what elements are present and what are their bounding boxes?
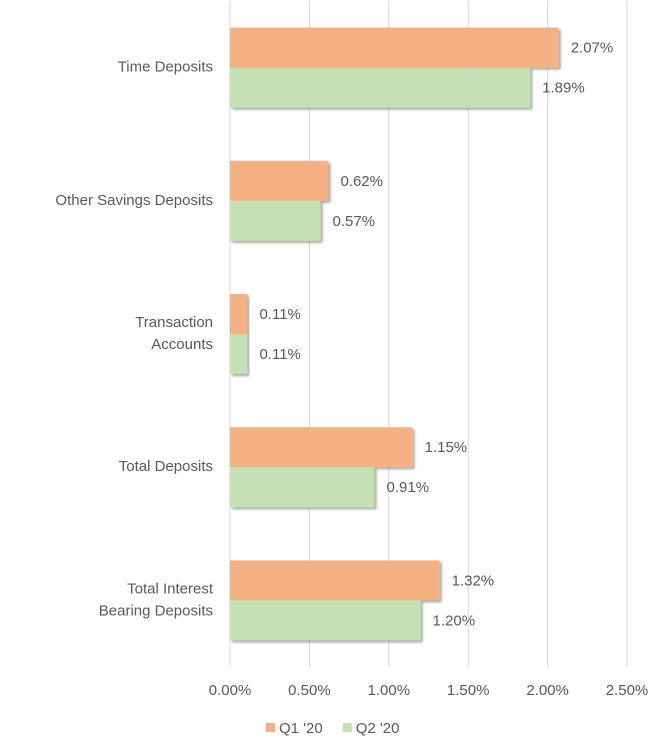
bar: [230, 600, 421, 641]
bar: [230, 27, 559, 68]
legend-label: Q1 '20: [279, 720, 323, 737]
value-label: 1.89%: [542, 80, 585, 97]
value-label: 0.11%: [259, 306, 300, 323]
bar: [230, 160, 329, 201]
bar: [230, 427, 413, 468]
bar: [230, 67, 531, 108]
value-label: 1.15%: [425, 439, 468, 456]
legend-label: Q2 '20: [356, 720, 400, 737]
x-tick-label: 2.50%: [606, 682, 649, 699]
value-label: 0.91%: [387, 479, 430, 496]
bar: [230, 294, 248, 334]
value-label: 0.57%: [333, 213, 376, 230]
x-tick-label: 1.50%: [447, 682, 490, 699]
category-label: Time Deposits: [118, 59, 213, 76]
value-label: 0.62%: [340, 173, 383, 190]
x-tick-label: 0.00%: [209, 682, 252, 699]
value-label: 1.32%: [452, 572, 495, 589]
x-tick-label: 1.00%: [368, 682, 411, 699]
value-label: 0.11%: [259, 346, 300, 363]
legend-swatch: [266, 723, 275, 732]
x-tick-label: 2.00%: [526, 682, 569, 699]
category-label: Total Deposits: [119, 458, 213, 475]
x-tick-label: 0.50%: [288, 682, 331, 699]
category-label: Total Interest Bearing Deposits: [99, 580, 214, 619]
bar: [230, 560, 440, 601]
bar: [230, 200, 321, 241]
category-label: Other Savings Deposits: [55, 192, 213, 209]
bar: [230, 334, 248, 374]
value-label: 1.20%: [433, 612, 476, 629]
value-label: 2.07%: [571, 40, 614, 57]
legend-swatch: [342, 723, 352, 732]
bar: [230, 467, 375, 508]
category-label: Transaction Accounts: [135, 314, 213, 353]
